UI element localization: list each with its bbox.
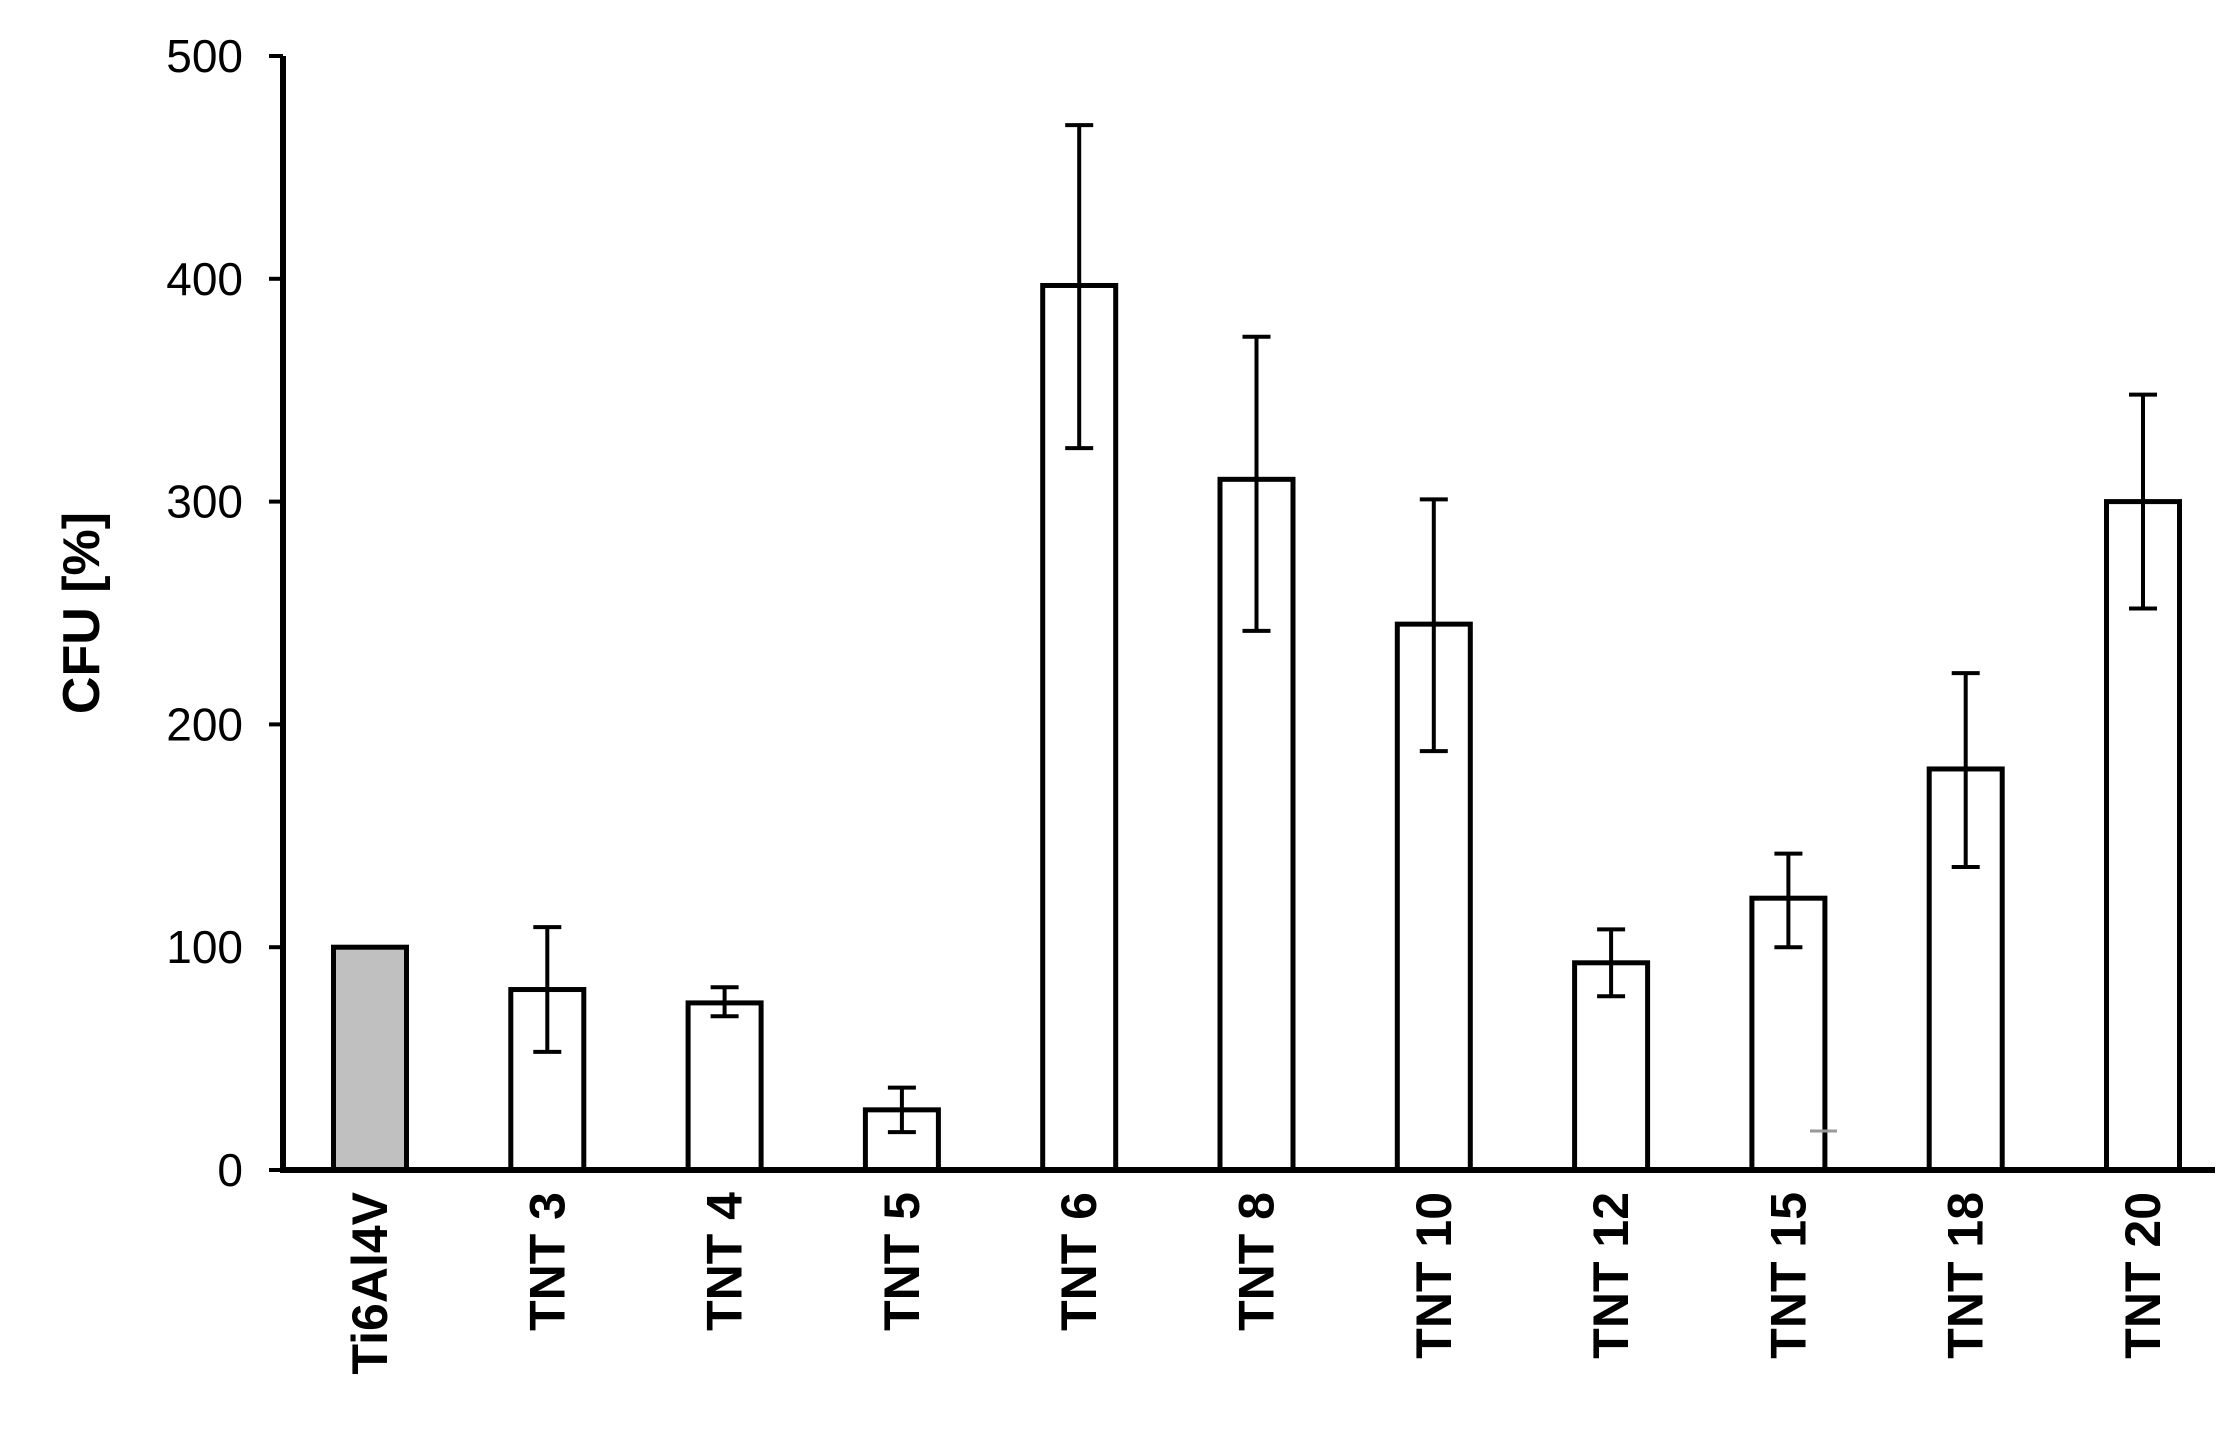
y-tick-label: 500 [166, 30, 243, 82]
y-ticks-layer: 0 100 200 300 400 500 [166, 30, 283, 1196]
x-tick-label: TNT 6 [1051, 1192, 1107, 1331]
bar-tnt-5 [862, 1107, 941, 1173]
x-labels-layer: Ti6Al4V TNT 3 TNT 4 TNT 5 TNT 6 TNT 8 TNT 10 TN… [342, 1191, 2171, 1374]
y-tick-label: 100 [166, 921, 243, 973]
axes-layer [280, 56, 2215, 1173]
bar-tnt-4 [685, 1000, 764, 1173]
x-tick-label: TNT 15 [1760, 1192, 1816, 1359]
x-tick-label: TNT 12 [1583, 1192, 1639, 1359]
error-bar-tnt-12 [1597, 927, 1626, 999]
x-tick-label: TNT 4 [697, 1192, 753, 1331]
error-bars-layer [533, 123, 2157, 1135]
error-bar-tnt-10 [1419, 497, 1448, 754]
x-tick-label: TNT 3 [519, 1192, 575, 1331]
error-bar-tnt-6 [1065, 123, 1094, 451]
bar-tnt-20 [2104, 499, 2182, 1173]
y-axis-title: CFU [%] [53, 512, 111, 714]
x-tick-label: TNT 5 [874, 1192, 930, 1331]
error-bar-tnt-3 [533, 925, 562, 1054]
error-bar-tnt-4 [710, 985, 739, 1019]
x-tick-label: TNT 20 [2115, 1192, 2171, 1359]
x-tick-label: TNT 10 [1406, 1192, 1462, 1359]
x-tick-label: TNT 8 [1229, 1192, 1285, 1331]
error-bar-tnt-8 [1242, 334, 1271, 633]
error-bar-tnt-18 [1951, 671, 1980, 869]
x-tick-label: Ti6Al4V [342, 1191, 398, 1374]
bar-ti6al4v [331, 944, 409, 1173]
y-tick-label: 300 [166, 476, 243, 528]
error-bar-tnt-15 [1774, 851, 1803, 950]
y-tick-label: 400 [166, 253, 243, 305]
y-tick-label: 200 [166, 698, 243, 750]
error-bar-tnt-5 [887, 1085, 916, 1135]
x-tick-label: TNT 18 [1938, 1192, 1994, 1359]
error-bar-tnt-20 [2129, 392, 2157, 611]
y-tick-label: 0 [217, 1144, 243, 1196]
